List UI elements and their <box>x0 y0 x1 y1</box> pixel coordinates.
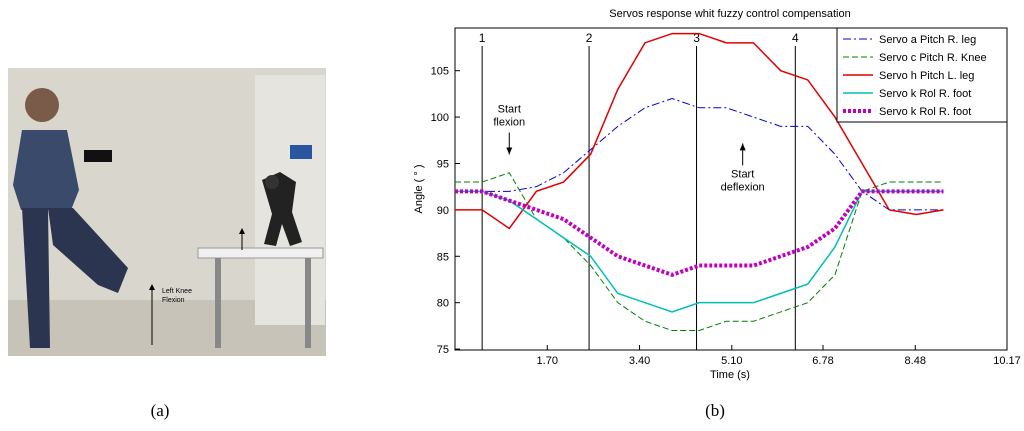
x-tick-label: 6.78 <box>812 355 833 367</box>
chart-title: Servos response whit fuzzy control compe… <box>609 8 851 20</box>
annotation-arrow-head <box>506 147 513 155</box>
phase-label: 2 <box>586 31 593 45</box>
photo-table-leg <box>215 258 221 348</box>
x-tick-label: 8.48 <box>905 355 926 367</box>
x-tick-label: 3.40 <box>629 355 650 367</box>
annotation-arrow-head <box>739 143 746 151</box>
phase-label: 4 <box>792 31 799 45</box>
photo-table <box>197 247 324 259</box>
y-tick-label: 90 <box>437 205 449 217</box>
phase-label: 3 <box>693 31 700 45</box>
photo-arrow-head <box>149 284 155 290</box>
series-line <box>455 32 944 230</box>
y-tick-label: 85 <box>437 251 449 263</box>
y-tick-label: 75 <box>437 344 449 356</box>
caption: (a) <box>151 401 170 420</box>
annotation: flexion <box>493 116 525 128</box>
photo-person-leg <box>48 208 128 293</box>
y-tick-label: 80 <box>437 298 449 310</box>
photo-brace <box>84 150 112 162</box>
photo: Left Knee Flexion <box>8 68 326 356</box>
annotation: Start <box>731 168 754 180</box>
x-tick-label: 1.70 <box>537 355 558 367</box>
annotation: deflexion <box>721 181 765 193</box>
legend-label: Servo c Pitch R. Knee <box>879 52 987 64</box>
legend: Servo a Pitch R. leg Servo c Pitch R. Kne… <box>836 27 1008 123</box>
y-tick-label: 105 <box>431 66 449 78</box>
legend-label: Servo k Rol R. foot <box>879 106 971 118</box>
x-tick-label: 5.10 <box>721 355 742 367</box>
y-tick-label: 100 <box>431 112 449 124</box>
photo-arrow-head <box>239 228 245 234</box>
series-line <box>455 189 944 277</box>
phase-label: 1 <box>479 31 486 45</box>
annotation: Start <box>498 103 521 115</box>
photo-robot <box>262 172 302 246</box>
legend-label: Servo k Rol R. foot <box>879 88 971 100</box>
x-tick-label: 10.17 <box>993 355 1021 367</box>
photo-sign <box>290 145 312 159</box>
photo-annotation: Left Knee <box>162 288 192 295</box>
photo-person-head <box>25 88 59 122</box>
y-axis-label: Angle ( ° ) <box>413 164 425 213</box>
photo-robot-head <box>265 175 279 189</box>
photo-person-leg <box>22 208 50 348</box>
photo-annotation: Flexion <box>162 297 185 304</box>
y-tick-label: 95 <box>437 158 449 170</box>
photo-person-torso <box>13 130 79 210</box>
photo-table-leg <box>305 258 311 348</box>
caption: (b) <box>705 401 725 420</box>
x-axis-label: Time (s) <box>710 369 750 381</box>
legend-label: Servo h Pitch L. leg <box>879 70 974 82</box>
legend-label: Servo a Pitch R. leg <box>879 34 976 46</box>
